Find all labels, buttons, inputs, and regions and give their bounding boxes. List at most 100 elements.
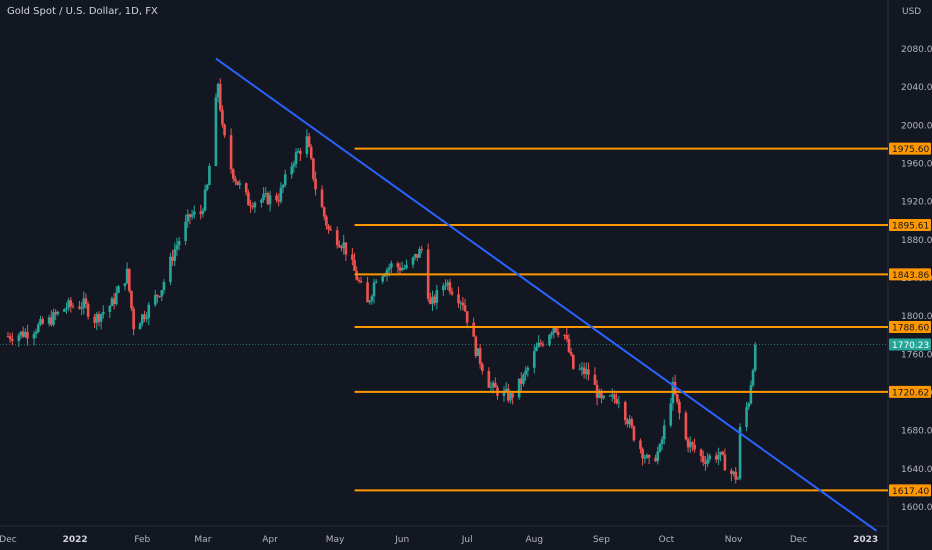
level-price-label: 1843.86 (892, 271, 929, 281)
candle-body (355, 270, 359, 280)
x-tick-label: 2023 (853, 535, 878, 545)
x-tick-label: Nov (725, 535, 743, 545)
candle-body (448, 282, 452, 292)
candle-body (160, 290, 164, 297)
candle-body (507, 388, 510, 401)
candle-body (309, 146, 313, 159)
candle-body (177, 240, 181, 246)
y-tick-label: 1800.00 (901, 312, 932, 322)
candle-body (708, 455, 712, 460)
candle-body (93, 316, 96, 323)
candle-body (223, 124, 226, 136)
candle-body (50, 317, 53, 325)
candle-body (517, 378, 521, 398)
candle-body (639, 440, 642, 450)
candle-body (186, 214, 190, 222)
candle-body (244, 183, 248, 193)
candle-body (435, 290, 439, 303)
candle-body (26, 331, 29, 339)
candle-body (721, 451, 725, 455)
x-tick-label: 2022 (63, 535, 88, 545)
candle-body (675, 394, 679, 402)
candle-body (221, 109, 224, 125)
candle-body (623, 402, 627, 421)
candle-body (556, 331, 560, 335)
candle-body (381, 276, 384, 282)
candle-body (738, 427, 742, 479)
candle-body (175, 245, 179, 250)
candle-body (143, 314, 146, 319)
candle-body (511, 393, 514, 398)
candle-body (190, 214, 194, 217)
candle-body (660, 439, 664, 445)
candle-body (418, 249, 421, 258)
level-price-tag (889, 142, 931, 155)
candle-body (587, 369, 590, 375)
candle-body (582, 367, 586, 374)
candle-body (112, 298, 116, 305)
candle-body (487, 370, 491, 388)
candle-body (396, 263, 400, 268)
candle-body (552, 327, 556, 334)
candle-body (717, 454, 720, 460)
candle-body (101, 311, 105, 315)
descending-trendline (215, 57, 878, 532)
candle-body (390, 263, 393, 268)
candle-body (305, 136, 309, 155)
current-price-tag (889, 338, 931, 351)
candle-body (476, 348, 480, 356)
level-price-tag (889, 268, 931, 281)
candle-body (541, 343, 545, 346)
candle-body (420, 249, 423, 251)
candle-body (474, 336, 478, 356)
candle-body (405, 264, 408, 269)
candle-body (145, 317, 148, 319)
candle-body (411, 257, 415, 265)
candle-body (567, 339, 571, 352)
candle-body (403, 268, 406, 270)
candle-body (296, 150, 300, 153)
candle-body (372, 282, 376, 297)
candle-body (535, 347, 538, 351)
candle-body (216, 83, 220, 98)
candle-body (268, 195, 272, 205)
candle-body (626, 420, 629, 425)
candle-body (307, 136, 311, 147)
candle-body (251, 206, 255, 208)
candle-body (522, 374, 525, 384)
candle-body (509, 393, 512, 401)
candle-body (678, 401, 681, 413)
candle-body (732, 471, 735, 474)
candle-body (632, 426, 636, 441)
candle-body (654, 457, 657, 462)
candle-body (247, 192, 250, 206)
y-tick-label: 1920.00 (901, 198, 932, 208)
x-tick-label: Dec (0, 535, 17, 545)
candle-body (701, 455, 705, 463)
x-tick-label: Jun (394, 535, 409, 545)
candle-body (429, 298, 432, 304)
candle-body (431, 296, 434, 304)
candle-body (615, 398, 618, 404)
candle-body (123, 283, 127, 287)
candle-body (374, 281, 378, 283)
candle-body (283, 174, 287, 185)
candle-body (234, 178, 237, 182)
candle-body (199, 211, 203, 214)
level-price-label: 1720.62 (892, 388, 929, 398)
candle-body (613, 394, 616, 399)
candle-body (359, 281, 363, 283)
candle-body (11, 339, 14, 341)
candle-body (24, 331, 27, 337)
candle-body (34, 331, 38, 334)
candle-body (292, 163, 296, 167)
candle-body (472, 322, 475, 337)
candle-body (533, 350, 536, 368)
candle-body (465, 311, 469, 323)
candle-body (398, 267, 402, 271)
candle-body (82, 298, 86, 309)
candle-body (578, 368, 582, 370)
candle-body (203, 189, 207, 211)
candle-body (184, 221, 187, 241)
